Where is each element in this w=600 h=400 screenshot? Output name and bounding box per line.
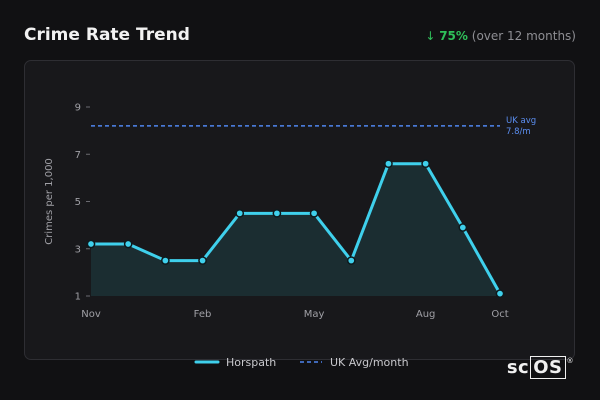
chart-axes: 1 3 5 7 9 Nov Feb May Aug Oct Crimes per 1,000 bbox=[44, 103, 509, 321]
y-axis-label: Crimes per 1,000 bbox=[44, 158, 55, 245]
brand-logo: sc OS ® bbox=[506, 356, 574, 379]
y-tick-label: 1 bbox=[75, 292, 81, 303]
x-tick-label: Feb bbox=[194, 309, 212, 320]
data-point bbox=[272, 208, 282, 218]
data-point bbox=[421, 159, 430, 169]
brand-prefix: sc bbox=[506, 357, 530, 378]
brand-box: OS bbox=[530, 356, 566, 379]
data-point bbox=[346, 256, 356, 265]
data-point bbox=[123, 239, 133, 249]
y-tick-label: 9 bbox=[75, 103, 81, 114]
x-tick-label: Oct bbox=[491, 309, 508, 320]
series-line bbox=[91, 162, 502, 295]
brand-mark: ® bbox=[566, 357, 574, 365]
legend-label-uk-avg: UK Avg/month bbox=[330, 356, 409, 369]
x-tick-label: Aug bbox=[416, 309, 436, 320]
chart-title: Crime Rate Trend bbox=[24, 25, 190, 45]
y-tick-label: 5 bbox=[75, 197, 81, 208]
uk-average-value: 7.8/m bbox=[506, 127, 531, 137]
y-tick-label: 3 bbox=[75, 244, 81, 255]
chart-legend: Horspath UK Avg/month bbox=[194, 356, 409, 369]
data-point bbox=[86, 239, 96, 249]
y-tick-label: 7 bbox=[75, 150, 81, 161]
data-point bbox=[384, 159, 393, 169]
chart-card bbox=[24, 60, 575, 360]
data-point bbox=[235, 208, 245, 218]
data-point bbox=[495, 289, 505, 298]
down-arrow-icon: ↓ bbox=[425, 29, 436, 43]
trend-percentage: 75% bbox=[439, 29, 468, 43]
series-area bbox=[91, 163, 500, 296]
x-tick-label: Nov bbox=[81, 309, 101, 320]
trend-summary: ↓ 75% (over 12 months) bbox=[425, 29, 576, 43]
uk-average-label: UK avg bbox=[506, 116, 536, 126]
x-tick-label: May bbox=[304, 309, 325, 320]
legend-label-horspath: Horspath bbox=[226, 356, 276, 369]
data-point bbox=[458, 223, 468, 232]
data-point bbox=[161, 256, 170, 265]
data-point bbox=[198, 256, 207, 265]
data-point bbox=[309, 208, 319, 218]
trend-period: (over 12 months) bbox=[471, 29, 576, 43]
